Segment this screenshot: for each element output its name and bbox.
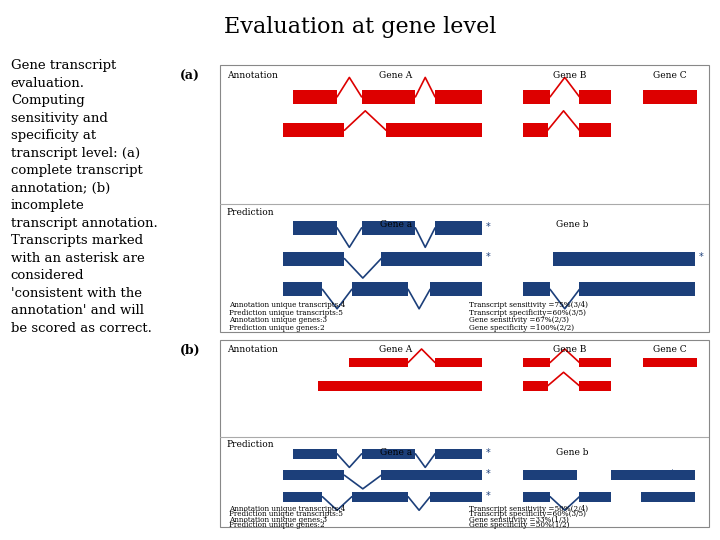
- Text: Prediction unique transcripts:5: Prediction unique transcripts:5: [230, 309, 343, 317]
- Bar: [435, 449, 482, 458]
- Text: Annotation unique transcripts:4: Annotation unique transcripts:4: [230, 505, 346, 513]
- Text: Gene a: Gene a: [379, 448, 412, 457]
- Bar: [361, 449, 415, 458]
- Text: (a): (a): [180, 70, 200, 83]
- Text: Gene C: Gene C: [653, 71, 687, 80]
- Text: Annotation unique genes:3: Annotation unique genes:3: [230, 316, 328, 325]
- Bar: [580, 90, 611, 104]
- Text: Gene A: Gene A: [379, 345, 413, 354]
- Text: Gene sensitivity =33%(1/3): Gene sensitivity =33%(1/3): [469, 516, 570, 523]
- Text: *: *: [485, 448, 490, 458]
- Text: Gene B: Gene B: [553, 345, 586, 354]
- Text: Transcript sensitivity =75%(3/4): Transcript sensitivity =75%(3/4): [469, 301, 588, 309]
- Bar: [523, 90, 550, 104]
- Bar: [349, 357, 408, 367]
- Text: Gene a: Gene a: [379, 220, 412, 229]
- Bar: [580, 492, 611, 502]
- Bar: [552, 252, 695, 266]
- Text: Gene transcript
evaluation.
Computing
sensitivity and
specificity at
transcript : Gene transcript evaluation. Computing se…: [11, 59, 158, 335]
- Text: Annotation: Annotation: [227, 345, 278, 354]
- Bar: [580, 123, 611, 137]
- Bar: [580, 282, 695, 296]
- Bar: [283, 123, 344, 137]
- Text: Prediction: Prediction: [227, 208, 274, 217]
- Bar: [580, 381, 611, 390]
- Text: Evaluation at gene level: Evaluation at gene level: [224, 16, 496, 38]
- Text: Gene b: Gene b: [556, 448, 588, 457]
- Bar: [435, 90, 482, 104]
- Bar: [641, 492, 695, 502]
- Text: Gene B: Gene B: [553, 71, 586, 80]
- Text: *: *: [485, 491, 490, 501]
- Bar: [283, 282, 323, 296]
- Text: Gene specificity =100%(2/2): Gene specificity =100%(2/2): [469, 324, 575, 332]
- Text: Annotation unique transcripts:4: Annotation unique transcripts:4: [230, 301, 346, 309]
- Text: Prediction: Prediction: [227, 440, 274, 449]
- Bar: [523, 123, 548, 137]
- Text: Prediction unique transcripts:5: Prediction unique transcripts:5: [230, 510, 343, 518]
- Bar: [523, 492, 550, 502]
- Text: Annotation: Annotation: [227, 71, 278, 80]
- Bar: [430, 492, 482, 502]
- Bar: [283, 492, 323, 502]
- Text: *: *: [670, 469, 675, 480]
- Text: Prediction unique genes:2: Prediction unique genes:2: [230, 521, 325, 529]
- Bar: [643, 90, 697, 104]
- Text: Gene b: Gene b: [556, 220, 588, 229]
- Bar: [293, 90, 337, 104]
- Bar: [430, 282, 482, 296]
- Bar: [523, 282, 550, 296]
- Text: Transcript specificity=60%(3/5): Transcript specificity=60%(3/5): [469, 309, 586, 317]
- Text: *: *: [485, 469, 490, 480]
- Bar: [293, 449, 337, 458]
- Bar: [435, 221, 482, 235]
- Bar: [381, 470, 482, 480]
- Text: Annotation unique genes:3: Annotation unique genes:3: [230, 516, 328, 523]
- Bar: [611, 470, 695, 480]
- Text: *: *: [485, 252, 490, 262]
- Bar: [352, 492, 408, 502]
- Text: *: *: [485, 221, 490, 232]
- Text: Gene sensitivity =67%(2/3): Gene sensitivity =67%(2/3): [469, 316, 570, 325]
- Bar: [283, 470, 344, 480]
- Bar: [293, 221, 337, 235]
- Text: Gene A: Gene A: [379, 71, 413, 80]
- Bar: [580, 357, 611, 367]
- Text: Transcript specificity=60%(3/5): Transcript specificity=60%(3/5): [469, 510, 586, 518]
- Bar: [523, 381, 548, 390]
- Bar: [386, 123, 482, 137]
- Bar: [643, 357, 697, 367]
- Bar: [361, 90, 415, 104]
- Bar: [352, 282, 408, 296]
- Text: Gene specificity =50%(1/2): Gene specificity =50%(1/2): [469, 521, 570, 529]
- Bar: [523, 470, 577, 480]
- Bar: [523, 357, 550, 367]
- Bar: [361, 221, 415, 235]
- Text: Gene C: Gene C: [653, 345, 687, 354]
- Text: Prediction unique genes:2: Prediction unique genes:2: [230, 324, 325, 332]
- Bar: [435, 357, 482, 367]
- Text: (b): (b): [179, 344, 200, 357]
- Bar: [381, 252, 482, 266]
- Bar: [283, 252, 344, 266]
- Text: *: *: [698, 252, 703, 262]
- Bar: [318, 381, 482, 390]
- Text: Transcript sensitivity =50%(2/4): Transcript sensitivity =50%(2/4): [469, 505, 588, 513]
